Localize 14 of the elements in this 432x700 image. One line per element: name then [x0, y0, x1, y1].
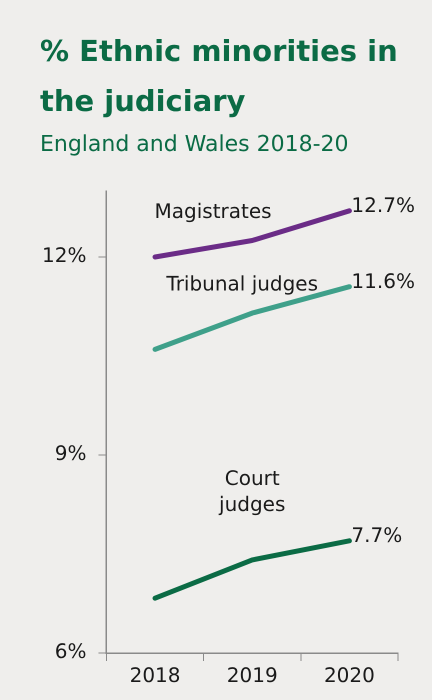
chart-title: % Ethnic minorities in the judiciary [39, 33, 399, 120]
series-label: Tribunal judges [165, 271, 318, 296]
chart-subtitle: England and Wales 2018-20 [39, 132, 350, 157]
y-tick-label: 9% [54, 441, 86, 466]
data-label: 7.7% [351, 523, 402, 548]
series-label: Magistrates [154, 199, 272, 224]
x-tick-label: 2019 [226, 663, 278, 688]
data-label: 11.6% [351, 268, 415, 293]
data-label: 12.7% [351, 193, 415, 218]
x-tick-label: 2018 [130, 663, 180, 688]
y-tick-label: 6% [54, 639, 86, 664]
x-tick-label: 2020 [324, 663, 375, 688]
y-tick-label: 12% [42, 243, 86, 268]
series-label: Court judges [218, 466, 286, 516]
